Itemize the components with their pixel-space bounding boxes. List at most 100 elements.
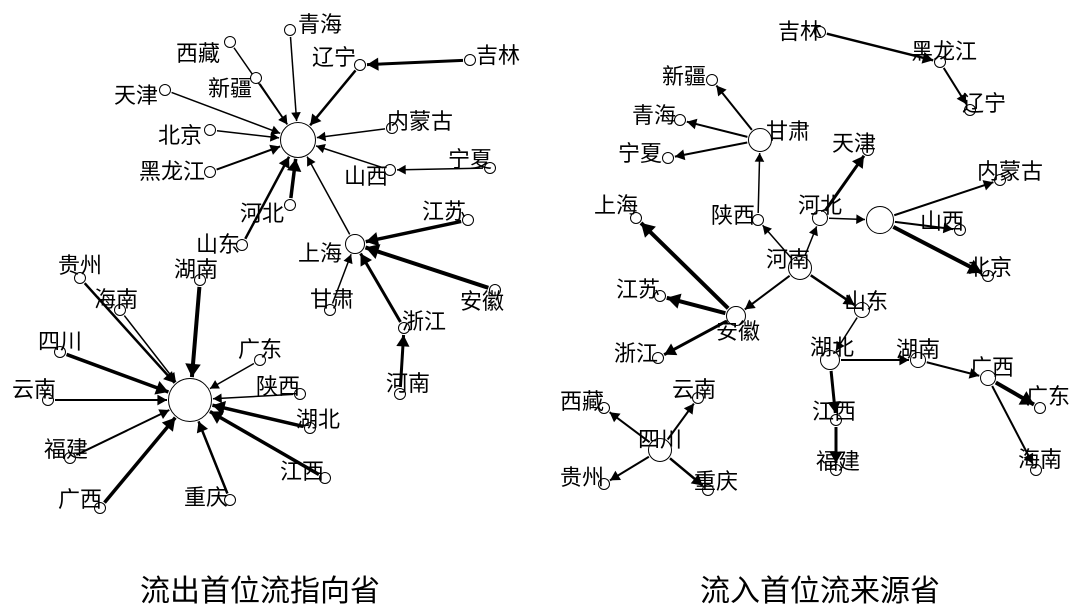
label-L_ZJ: 浙江 [402,304,446,336]
label-R_HEN: 河南 [766,242,810,274]
label-R_HEB: 河北 [798,188,842,220]
label-R_HUB: 湖北 [810,330,854,362]
edge-L_ZJ-L_SH [361,254,401,322]
arrowhead-L_JS-L_SH [366,232,380,246]
label-L_QH: 青海 [298,7,342,39]
edge-L_LN-L_HUB_N [310,70,355,125]
arrowhead-R_HEB-R_HEBhub [856,214,865,224]
label-R_JX: 江西 [812,394,856,426]
label-R_NX: 宁夏 [618,136,662,168]
label-R_HAI: 海南 [1018,442,1062,474]
edge-L_HUN-L_HUB_S [192,287,200,377]
label-L_JX: 江西 [280,454,324,486]
node-L_XZ [224,36,236,48]
node-L_QH [284,24,296,36]
edge-L_NMG-L_HUB_N [317,129,385,138]
label-R_SD: 山东 [844,284,888,316]
label-L_NX: 宁夏 [448,142,492,174]
label-R_SC: 四川 [638,422,682,454]
node-L_HEB [284,199,296,211]
label-R_XZ: 西藏 [560,384,604,416]
label-L_HLJ: 黑龙江 [139,154,205,186]
arrowhead-L_HUN-L_HUB_S [185,363,201,377]
label-R_ZJ: 浙江 [614,336,658,368]
label-L_BJ: 北京 [158,118,202,150]
label-L_SHX: 陕西 [256,369,300,401]
label-L_JS: 江苏 [422,194,466,226]
arrowhead-R_GS-R_QH [687,119,698,129]
label-R_GS: 甘肃 [766,114,810,146]
arrowhead-L_SHX-L_HUB_S [213,393,222,403]
arrowhead-R_HEN-R_AH [745,299,756,309]
arrowhead-R_GS-R_XJ [716,85,726,96]
node-L_TJ [159,84,171,96]
node-L_HUB_N [280,122,316,158]
label-L_FJ: 福建 [44,432,88,464]
label-L_SX: 山西 [344,159,388,191]
arrowhead-L_HEN-L_ZJ [396,335,409,347]
label-L_GX: 广西 [58,482,102,514]
label-L_XZ: 西藏 [176,36,220,68]
diagram-stage: 上海青海西藏辽宁吉林新疆天津北京内蒙古黑龙江山西宁夏河北山东江苏安徽浙江甘肃河南… [0,0,1080,613]
arrowhead-L_JL-L_LN [367,58,379,71]
edge-L_HUB-L_HUB_S [212,405,303,426]
label-R_CQ: 重庆 [694,464,738,496]
label-L_NMG: 内蒙古 [387,104,453,136]
edge-L_GX-L_HUB_S [104,418,175,503]
arrowhead-L_QH-L_HUB_N [291,112,301,121]
label-L_AH: 安徽 [460,284,504,316]
label-L_GZ: 贵州 [58,248,102,280]
arrowhead-R_GS-R_NX [675,150,685,161]
label-R_GD: 广东 [1026,379,1070,411]
label-L_HUB: 湖北 [296,402,340,434]
edge-L_BJ-L_HUB_N [217,131,279,138]
edge-L_AH-L_SH [365,247,488,287]
arrowhead-R_SC-R_XZ [610,412,621,422]
edge-R_SHX-R_GS [758,153,760,213]
label-R_GX: 广西 [970,350,1014,382]
edge-L_FJ-L_HUB_S [76,410,169,455]
label-L_HUN: 湖南 [174,252,218,284]
node-L_BJ [204,124,216,136]
label-L_SH: 上海 [298,236,342,268]
arrowhead-L_XJ-L_HUB_N [278,114,287,124]
node-R_XJ [706,74,718,86]
label-L_LN: 辽宁 [312,40,356,72]
arrowhead-L_NMG-L_HUB_N [317,132,326,142]
label-R_JS: 江苏 [616,272,660,304]
node-R_NX [662,152,674,164]
caption-right: 流入首位流来源省 [700,566,940,610]
label-L_TJ: 天津 [114,78,158,110]
edge-R_GS-R_NX [675,142,747,156]
label-R_LN: 辽宁 [962,86,1006,118]
arrowhead-L_NX-L_SX [397,165,406,175]
edge-L_QH-L_HUB_N [291,37,297,121]
label-L_YN: 云南 [12,372,56,404]
edge-L_HLJ-L_HUB_N [217,146,281,169]
label-L_CQ: 重庆 [184,480,228,512]
label-L_XJ: 新疆 [208,71,252,103]
label-R_TJ: 天津 [832,126,876,158]
label-R_AH: 安徽 [716,314,760,346]
label-R_XJ: 新疆 [662,59,706,91]
caption-left: 流出首位流指向省 [140,566,380,610]
label-R_HUN: 湖南 [896,332,940,364]
label-L_JL: 吉林 [476,38,520,70]
label-R_YN: 云南 [672,372,716,404]
label-R_QH: 青海 [632,98,676,130]
label-R_SHX: 陕西 [711,198,755,230]
node-L_JL [464,54,476,66]
label-L_HAI: 海南 [94,282,138,314]
label-L_HEN: 河南 [386,366,430,398]
label-L_HEB: 河北 [240,196,284,228]
label-L_SC: 四川 [38,324,82,356]
node-L_SH [345,234,365,254]
label-L_GD: 广东 [238,332,282,364]
label-L_GS: 甘肃 [310,282,354,314]
label-R_NMG: 内蒙古 [977,154,1043,186]
label-R_FJ: 福建 [816,444,860,476]
node-R_HEBhub [866,206,894,234]
arrowhead-R_AH-R_JS [667,294,682,309]
label-R_JL: 吉林 [778,14,822,46]
label-R_GZ: 贵州 [560,460,604,492]
